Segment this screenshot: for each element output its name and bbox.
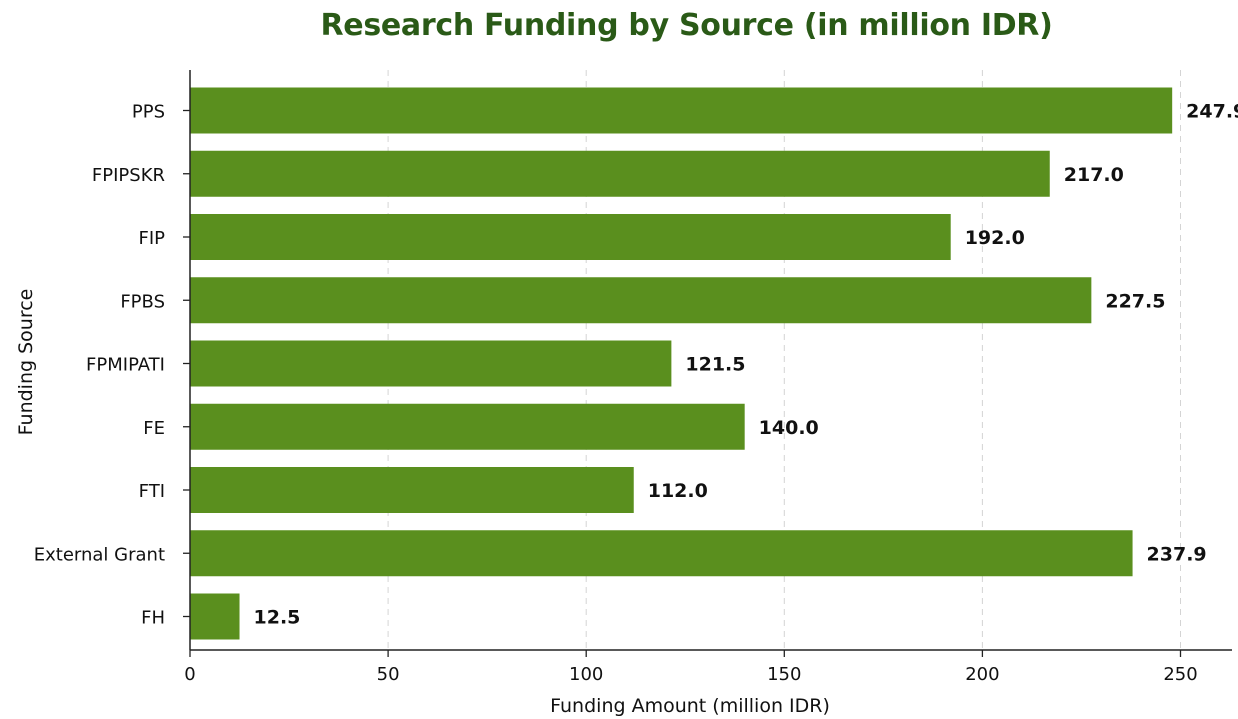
value-label: 12.5 — [254, 607, 301, 629]
category-label: FIP — [138, 228, 165, 249]
x-tick-label: 50 — [377, 664, 400, 685]
category-label: FTI — [139, 481, 165, 502]
value-label: 247.9 — [1186, 101, 1238, 123]
value-label: 237.9 — [1147, 543, 1207, 565]
value-label: 217.0 — [1064, 164, 1124, 186]
axes — [183, 70, 1232, 657]
bar-fpipskr — [190, 150, 1050, 197]
category-label: FE — [143, 418, 165, 439]
value-label: 227.5 — [1105, 290, 1165, 312]
x-tick-label: 100 — [569, 664, 603, 685]
bar-fpmipati — [190, 340, 672, 387]
bar-external-grant — [190, 530, 1133, 577]
x-tick-label: 200 — [965, 664, 999, 685]
bar-pps — [190, 87, 1173, 134]
category-label: PPS — [132, 102, 165, 123]
x-tick-label: 150 — [767, 664, 801, 685]
y-axis-label: Funding Source — [15, 289, 37, 436]
value-label: 140.0 — [759, 417, 819, 439]
value-label: 121.5 — [685, 354, 745, 376]
category-label: FPIPSKR — [92, 165, 165, 186]
value-label: 192.0 — [965, 227, 1025, 249]
bar-fh — [190, 593, 240, 640]
category-label: External Grant — [34, 544, 165, 565]
chart-title: Research Funding by Source (in million I… — [320, 8, 1053, 43]
category-label: FPBS — [120, 291, 165, 312]
x-tick-label: 0 — [184, 664, 195, 685]
bar-fe — [190, 403, 745, 450]
bar-fti — [190, 467, 634, 513]
category-label: FH — [141, 608, 165, 629]
bar-fpbs — [190, 277, 1092, 324]
labels: 0 50 100 150 200 250 PPS 247.9 FPIPSKR 217.0 FIP 19… — [34, 101, 1238, 686]
value-label: 112.0 — [648, 480, 708, 502]
x-tick-label: 250 — [1163, 664, 1197, 685]
bars — [190, 87, 1173, 640]
bar-fip — [190, 214, 951, 260]
x-axis-label: Funding Amount (million IDR) — [550, 695, 830, 717]
category-label: FPMIPATI — [86, 355, 165, 376]
